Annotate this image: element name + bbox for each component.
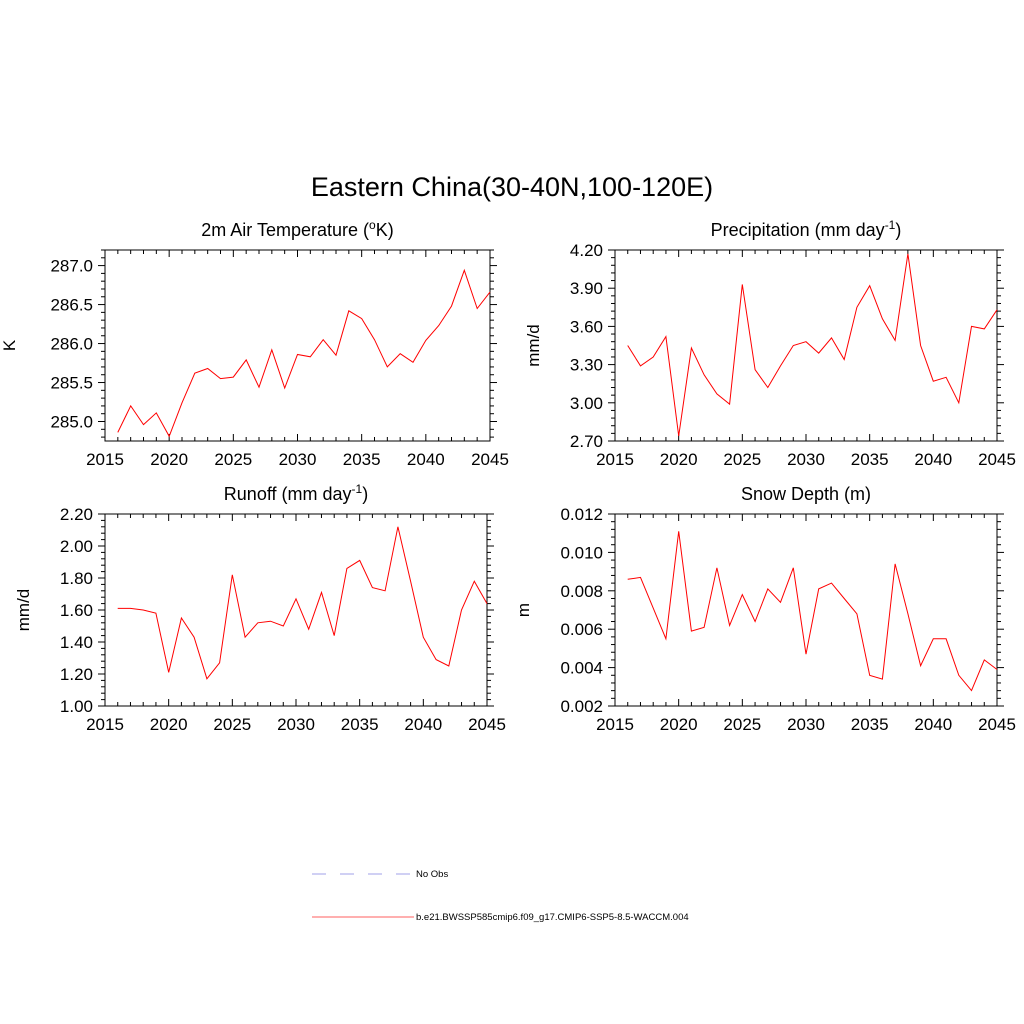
panel-title: 2m Air Temperature (oK)	[201, 218, 393, 240]
x-tick-label: 2015	[86, 715, 124, 734]
x-tick-label: 2030	[277, 715, 315, 734]
x-tick-label: 2035	[341, 715, 379, 734]
panels: 2015 2020 2025 2030 2035 2040 2045 285.0 285.5 28…	[0, 218, 1016, 734]
x-tick-label: 2025	[723, 450, 761, 469]
y-axis-label: mm/d	[14, 589, 33, 632]
x-tick-label: 2015	[86, 450, 124, 469]
x-tick-label: 2040	[914, 450, 952, 469]
panel-title: Runoff (mm day-1)	[224, 482, 368, 504]
x-tick-label: 2015	[596, 450, 634, 469]
x-tick-label: 2020	[150, 450, 188, 469]
x-tick-label: 2025	[214, 450, 252, 469]
y-tick-label: 3.90	[570, 279, 603, 298]
panel-snow: 2015 2020 2025 2030 2035 2040 2045 0.002 0.004 0.…	[514, 484, 1016, 734]
panel-title: Snow Depth (m)	[741, 484, 871, 504]
x-tick-label: 2045	[468, 715, 506, 734]
y-tick-label: 2.00	[60, 537, 93, 556]
plot-frame	[614, 249, 998, 442]
y-tick-label: 4.20	[570, 241, 603, 260]
y-tick-label: 0.008	[560, 582, 603, 601]
y-tick-label: 286.0	[50, 335, 93, 354]
panel-temp: 2015 2020 2025 2030 2035 2040 2045 285.0 285.5 28…	[0, 218, 509, 469]
y-tick-label: 0.002	[560, 697, 603, 716]
x-tick-label: 2045	[471, 450, 509, 469]
y-tick-label: 3.00	[570, 394, 603, 413]
x-tick-label: 2030	[787, 715, 825, 734]
plot-frame	[104, 249, 491, 442]
x-tick-label: 2045	[978, 715, 1016, 734]
x-tick-label: 2035	[851, 450, 889, 469]
y-tick-label: 285.5	[50, 374, 93, 393]
y-tick-label: 1.20	[60, 665, 93, 684]
x-tick-label: 2025	[723, 715, 761, 734]
x-tick-label: 2030	[787, 450, 825, 469]
y-tick-label: 286.5	[50, 296, 93, 315]
legend-label-model: b.e21.BWSSP585cmip6.f09_g17.CMIP6-SSP5-8…	[416, 912, 689, 923]
x-tick-label: 2030	[279, 450, 317, 469]
y-tick-label: 285.0	[50, 413, 93, 432]
y-axis-label: m	[514, 603, 533, 617]
y-tick-label: 0.006	[560, 620, 603, 639]
legend-label-no-obs: No Obs	[416, 869, 448, 880]
x-tick-label: 2040	[404, 715, 442, 734]
x-tick-label: 2020	[660, 450, 698, 469]
x-tick-label: 2045	[978, 450, 1016, 469]
y-tick-label: 3.60	[570, 317, 603, 336]
y-tick-label: 0.004	[560, 659, 603, 678]
x-tick-label: 2040	[914, 715, 952, 734]
panel-title: Precipitation (mm day-1)	[711, 218, 902, 240]
figure-title: Eastern China(30-40N,100-120E)	[311, 172, 713, 202]
series-line-temp	[117, 268, 491, 438]
panel-runoff: 2015 2020 2025 2030 2035 2040 2045 1.00 1.20 1.40…	[14, 482, 506, 734]
y-tick-label: 1.60	[60, 601, 93, 620]
x-tick-label: 2015	[596, 715, 634, 734]
x-tick-label: 2035	[343, 450, 381, 469]
plot-frame	[104, 513, 488, 707]
y-tick-label: 2.70	[570, 432, 603, 451]
series-line-precip	[627, 253, 998, 436]
y-tick-label: 287.0	[50, 257, 93, 276]
y-axis-label: K	[0, 339, 19, 351]
y-tick-label: 3.30	[570, 356, 603, 375]
plot-frame	[614, 513, 998, 707]
y-tick-label: 2.20	[60, 505, 93, 524]
series-line-snow	[627, 531, 998, 692]
x-tick-label: 2035	[851, 715, 889, 734]
y-tick-label: 1.00	[60, 697, 93, 716]
x-tick-label: 2040	[407, 450, 445, 469]
legend: No Obs b.e21.BWSSP585cmip6.f09_g17.CMIP6…	[312, 869, 689, 923]
y-tick-label: 0.010	[560, 543, 603, 562]
y-tick-label: 1.80	[60, 569, 93, 588]
y-tick-label: 1.40	[60, 633, 93, 652]
x-tick-label: 2025	[213, 715, 251, 734]
x-tick-label: 2020	[150, 715, 188, 734]
panel-precip: 2015 2020 2025 2030 2035 2040 2045 2.70 3.00 3.30…	[524, 218, 1016, 469]
y-tick-label: 0.012	[560, 505, 603, 524]
series-line-runoff	[117, 526, 488, 680]
y-axis-label: mm/d	[524, 324, 543, 367]
x-tick-label: 2020	[660, 715, 698, 734]
